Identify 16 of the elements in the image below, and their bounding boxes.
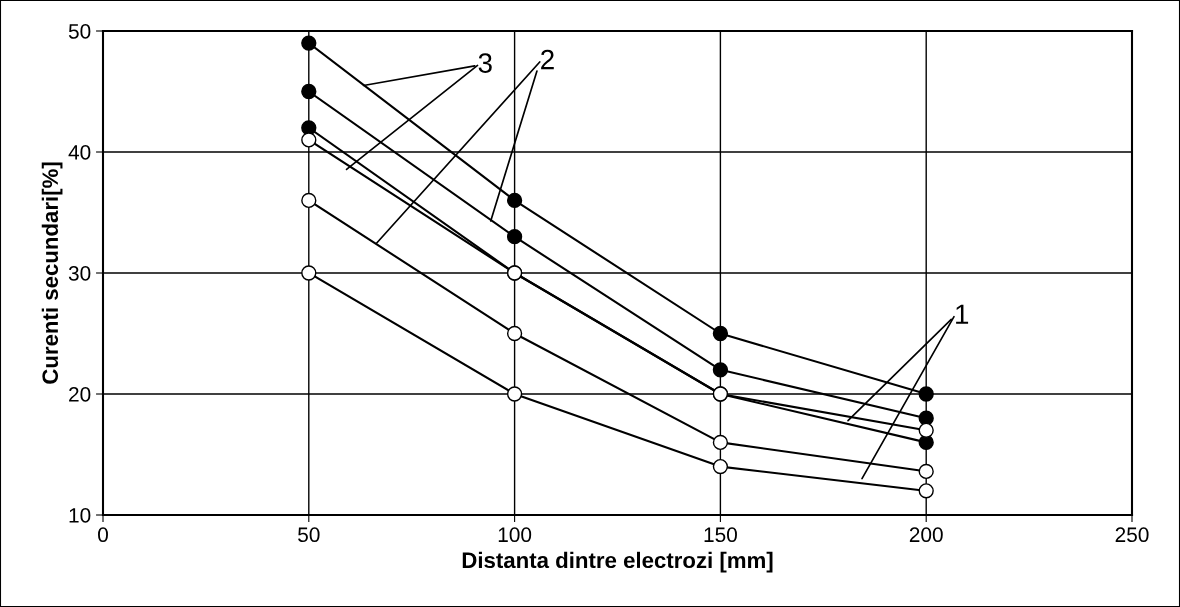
y-tick-label: 50 bbox=[68, 24, 91, 39]
annotation: 2 bbox=[541, 49, 554, 70]
x-tick-label: 100 bbox=[498, 527, 532, 543]
y-tick-label: 20 bbox=[69, 387, 91, 402]
x-axis-title: Distanta dintre electrozi [mm] bbox=[462, 551, 773, 573]
annotation: 3 bbox=[478, 53, 492, 73]
y-axis-title: Curenti secundari[%] bbox=[41, 162, 63, 384]
annotation: 1 bbox=[956, 304, 969, 324]
x-tick-label: 250 bbox=[1115, 527, 1149, 543]
y-tick-label: 10 bbox=[69, 508, 91, 523]
x-tick-label: 50 bbox=[298, 527, 320, 543]
x-tick-label: 150 bbox=[704, 527, 737, 543]
y-tick-label: 30 bbox=[68, 266, 91, 281]
y-tick-label: 40 bbox=[68, 145, 91, 160]
x-tick-label: 200 bbox=[909, 527, 943, 543]
x-tick-label: 0 bbox=[98, 527, 108, 543]
